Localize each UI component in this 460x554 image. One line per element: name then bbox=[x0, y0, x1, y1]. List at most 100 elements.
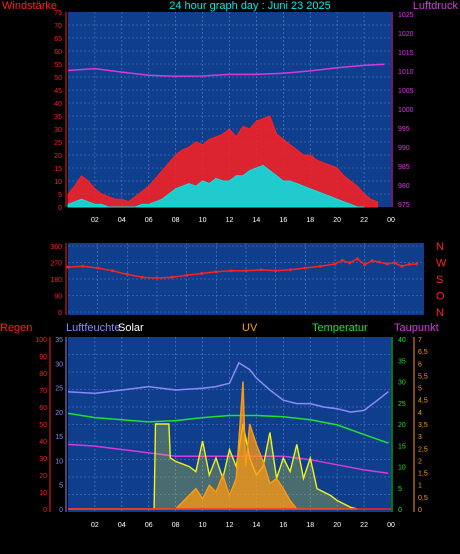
left-tick-label: 75 bbox=[54, 10, 62, 17]
dewpoint-tick-label: 6,5 bbox=[418, 349, 428, 356]
x-tick-label: 16 bbox=[279, 522, 287, 529]
rain-tick-label: 50 bbox=[39, 422, 47, 429]
left-tick-label: 20 bbox=[54, 153, 62, 160]
direction-point bbox=[289, 268, 292, 272]
right-tick-label: 995 bbox=[398, 126, 410, 133]
series bbox=[67, 63, 385, 208]
humidity-tick-label: 5 bbox=[59, 483, 63, 490]
direction-point bbox=[333, 262, 337, 266]
right-tick-label: 980 bbox=[398, 183, 410, 190]
compass-label: N bbox=[436, 241, 444, 253]
left-tick-label: 0 bbox=[58, 205, 62, 212]
direction-point bbox=[229, 269, 233, 273]
dewpoint-tick-label: 1,5 bbox=[418, 471, 428, 478]
rain-tick-label: 60 bbox=[39, 405, 47, 412]
x-tick-label: 12 bbox=[226, 217, 234, 224]
series-area-böen bbox=[67, 164, 365, 208]
direction-point bbox=[66, 265, 70, 269]
x-tick-label: 22 bbox=[360, 522, 368, 529]
dewpoint-tick-label: 4 bbox=[418, 410, 422, 417]
temperature-tick-label: 25 bbox=[398, 401, 406, 408]
humidity-tick-label: 0 bbox=[59, 507, 63, 514]
right-tick-label: 990 bbox=[398, 145, 410, 152]
axis-label: Temperatur bbox=[312, 322, 368, 334]
left-tick-label: 90 bbox=[54, 294, 62, 301]
direction-point bbox=[111, 269, 114, 273]
direction-point bbox=[185, 273, 189, 277]
left-tick-label: 50 bbox=[54, 75, 62, 82]
rain-tick-label: 70 bbox=[39, 388, 47, 395]
series-line-luftdruck bbox=[67, 63, 385, 78]
left-tick-label: 10 bbox=[54, 179, 62, 186]
x-tick-label: 06 bbox=[145, 217, 153, 224]
x-tick-label: 08 bbox=[172, 217, 180, 224]
direction-point bbox=[392, 261, 396, 265]
chart-title: 24 hour graph day : Juni 23 2025 bbox=[169, 0, 330, 12]
left-tick-label: 25 bbox=[54, 140, 62, 147]
dewpoint-tick-label: 2,5 bbox=[418, 446, 428, 453]
direction-point bbox=[370, 259, 374, 263]
direction-point bbox=[200, 272, 203, 275]
axis-label: Solar bbox=[118, 322, 144, 334]
x-tick-label: 02 bbox=[91, 217, 99, 224]
direction-point bbox=[81, 264, 85, 268]
x-tick-label: 08 bbox=[172, 522, 180, 529]
x-tick-label: 14 bbox=[253, 217, 261, 224]
temperature-tick-label: 15 bbox=[398, 443, 406, 450]
left-tick-label: 180 bbox=[50, 277, 62, 284]
series bbox=[66, 257, 419, 280]
direction-point bbox=[348, 261, 352, 265]
left-tick-label: 55 bbox=[54, 62, 62, 69]
x-tick-label: 20 bbox=[333, 217, 341, 224]
compass-label: N bbox=[436, 307, 444, 319]
x-tick-label: 10 bbox=[199, 217, 207, 224]
humidity-tick-label: 15 bbox=[55, 434, 63, 441]
left-tick-label: 5 bbox=[58, 192, 62, 199]
dewpoint-tick-label: 7 bbox=[418, 337, 422, 344]
temperature-tick-label: 35 bbox=[398, 358, 406, 365]
left-tick-label: 270 bbox=[50, 261, 62, 268]
right-tick-label: 985 bbox=[398, 164, 410, 171]
x-ticks: 02 04 06 08 10 12 14 16 18 20 22 00 bbox=[91, 522, 395, 529]
right-tick-label: 975 bbox=[398, 202, 410, 209]
left-tick-label: 30 bbox=[54, 127, 62, 134]
left-tick-label: 0 bbox=[58, 310, 62, 317]
direction-point bbox=[244, 269, 248, 273]
axis-label: Regen bbox=[0, 322, 32, 334]
x-tick-label: 04 bbox=[118, 217, 126, 224]
series-uv bbox=[174, 381, 299, 510]
direction-point bbox=[155, 276, 159, 280]
right-tick-label: 1015 bbox=[398, 50, 414, 57]
x-tick-label: 04 bbox=[118, 522, 126, 529]
grid bbox=[68, 243, 424, 315]
dewpoint-tick-label: 4,5 bbox=[418, 398, 428, 405]
temperature-tick-label: 20 bbox=[398, 422, 406, 429]
series-line-taupunkt bbox=[67, 443, 389, 475]
rain-tick-label: 30 bbox=[39, 456, 47, 463]
direction-point bbox=[407, 262, 411, 266]
x-tick-label: 18 bbox=[306, 217, 314, 224]
temperature-tick-label: 5 bbox=[398, 486, 402, 493]
direction-point bbox=[378, 260, 381, 264]
x-tick-label: 06 bbox=[145, 522, 153, 529]
dewpoint-tick-label: 1 bbox=[418, 483, 422, 490]
right-tick-label: 1020 bbox=[398, 31, 414, 38]
rain-tick-label: 40 bbox=[39, 439, 47, 446]
rain-tick-label: 100 bbox=[35, 337, 47, 344]
direction-point bbox=[140, 275, 144, 279]
left-tick-label: 45 bbox=[54, 88, 62, 95]
rain-tick-label: 20 bbox=[39, 473, 47, 480]
x-tick-label: 14 bbox=[253, 522, 261, 529]
axis-label: Luftfeuchte bbox=[66, 322, 120, 334]
x-ticks: 02 04 06 08 10 12 14 16 18 20 22 00 bbox=[91, 217, 395, 224]
left-tick-label: 40 bbox=[54, 101, 62, 108]
right-tick-label: 1005 bbox=[398, 88, 414, 95]
dewpoint-tick-label: 3 bbox=[418, 434, 422, 441]
dewpoint-tick-label: 5,5 bbox=[418, 373, 428, 380]
direction-point bbox=[303, 266, 307, 270]
series-line-temperatur bbox=[67, 412, 389, 444]
direction-point bbox=[96, 266, 100, 270]
